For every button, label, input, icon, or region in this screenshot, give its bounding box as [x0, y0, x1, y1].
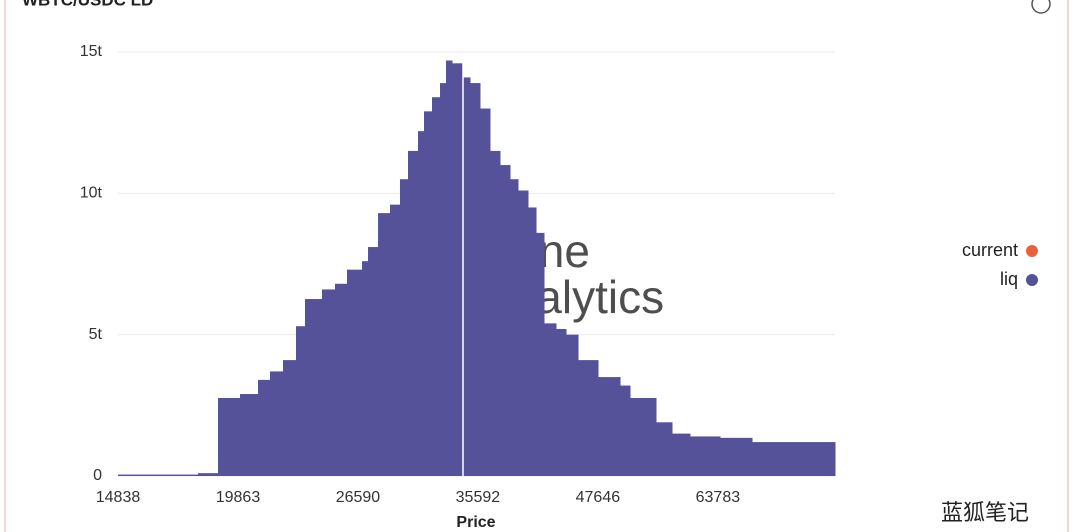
bar — [240, 394, 259, 476]
legend-label: current — [962, 240, 1018, 260]
bar — [347, 269, 363, 476]
bar — [536, 232, 545, 476]
bar — [527, 207, 537, 476]
panel-border — [4, 0, 1069, 532]
x-tick-label: 35592 — [456, 489, 501, 506]
legend-swatch — [1026, 245, 1038, 257]
chart-title: WBTC/USDC LD — [22, 0, 153, 9]
bar — [752, 442, 836, 476]
y-tick-label: 15t — [80, 43, 103, 60]
bar — [258, 379, 271, 476]
bar — [304, 299, 323, 476]
x-tick-label: 14838 — [96, 489, 141, 506]
x-tick-label: 47646 — [576, 489, 621, 506]
bar — [499, 165, 511, 477]
x-tick-label: 63783 — [696, 489, 741, 506]
bar — [598, 377, 621, 476]
bar — [424, 111, 433, 477]
bar — [566, 334, 579, 476]
x-axis-label: Price — [456, 514, 495, 531]
x-tick-label: 19863 — [216, 489, 261, 506]
bar — [690, 436, 721, 476]
bar — [556, 329, 567, 476]
bar — [321, 289, 336, 476]
y-tick-label: 10t — [80, 185, 103, 202]
bar — [510, 179, 519, 476]
bar — [440, 83, 447, 477]
bar — [362, 261, 369, 476]
bar — [489, 150, 501, 476]
plot: 05t10t15t148381986326590355924764663783D… — [80, 43, 1038, 506]
bar — [334, 283, 348, 476]
bar — [578, 360, 599, 476]
bar — [417, 131, 425, 476]
bar — [656, 422, 673, 476]
y-tick-label: 0 — [93, 467, 102, 484]
bar — [479, 108, 491, 477]
bar — [452, 63, 464, 476]
bar — [118, 474, 199, 476]
bar — [431, 97, 441, 476]
bar — [620, 385, 631, 476]
menu-icon[interactable] — [1031, 0, 1051, 14]
bar — [407, 150, 419, 476]
bar — [518, 190, 529, 477]
bar — [270, 371, 284, 476]
bar — [463, 77, 471, 476]
bar — [390, 204, 401, 476]
bar — [198, 473, 219, 476]
bar — [368, 247, 379, 476]
bar — [544, 323, 557, 476]
bar — [295, 326, 306, 476]
legend-swatch — [1026, 274, 1038, 286]
bar — [469, 83, 481, 477]
legend-label: liq — [1000, 269, 1018, 289]
bar — [378, 213, 391, 476]
bar — [630, 397, 657, 476]
bar — [720, 437, 753, 476]
x-tick-label: 26590 — [336, 489, 381, 506]
footer-watermark: 蓝狐笔记 — [941, 500, 1029, 525]
y-tick-label: 5t — [89, 326, 103, 343]
bar — [399, 179, 409, 476]
bar — [282, 360, 297, 476]
bar — [672, 433, 691, 476]
bar — [446, 60, 453, 476]
bar — [218, 397, 241, 476]
